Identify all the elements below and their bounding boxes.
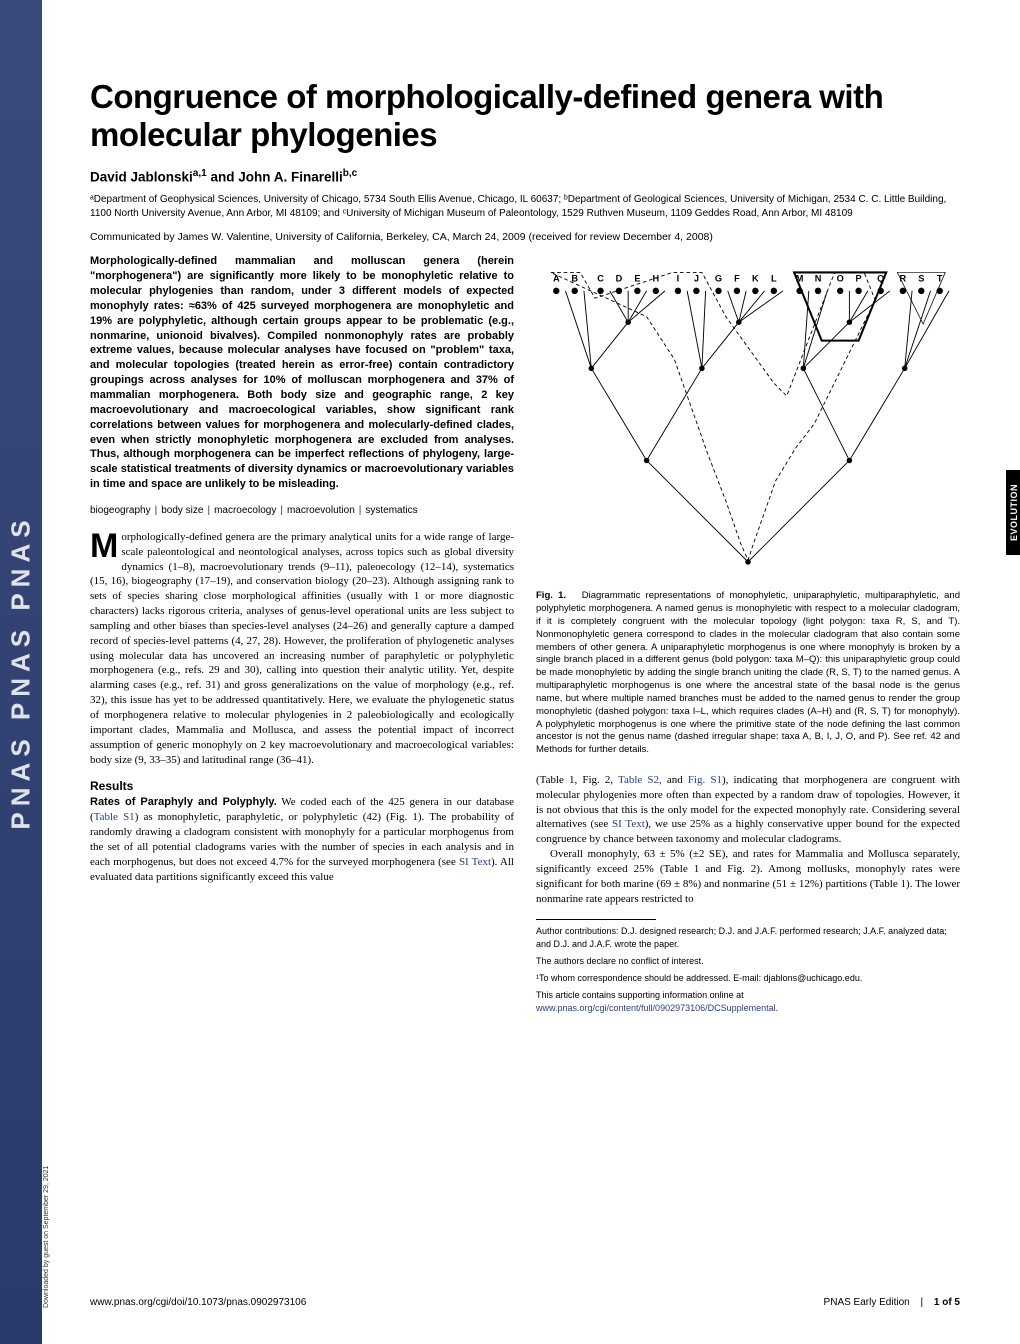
right-col-p1: (Table 1, Fig. 2, Table S2, and Fig. S1)… [536,773,960,847]
keyword: macroevolution [287,505,355,516]
affiliations: ᵃDepartment of Geophysical Sciences, Uni… [90,193,960,220]
author-line: David Jablonskia,1 and John A. Finarelli… [90,168,960,185]
footnotes-block: Author contributions: D.J. designed rese… [536,925,960,1015]
footnote-rule [536,919,656,920]
svg-text:O: O [837,274,844,284]
internal-nodes [589,320,908,565]
link-table-s1[interactable]: Table S1 [94,811,135,823]
figure-1-caption: Fig. 1. Diagrammatic representations of … [536,590,960,757]
svg-text:A: A [553,274,560,284]
footer-pagenum: PNAS Early Edition | 1 of 5 [824,1297,960,1308]
two-column-layout: Morphologically-defined mammalian and mo… [90,254,960,1018]
keyword: macroecology [214,505,276,516]
results-runin-head: Rates of Paraphyly and Polyphyly. [90,796,277,808]
fig1-caption-text: Diagrammatic representations of monophyl… [536,590,960,755]
link-si-url[interactable]: www.pnas.org/cgi/content/full/0902973106… [536,1003,776,1013]
svg-text:N: N [815,274,822,284]
svg-text:D: D [616,274,623,284]
link-fig-s1[interactable]: Fig. S1 [688,774,722,786]
communicated-line: Communicated by James W. Valentine, Univ… [90,231,960,243]
svg-text:I: I [677,274,680,284]
right-column: EVOLUTION [536,254,960,1018]
link-table-s2[interactable]: Table S2, [618,774,662,786]
footer-doi: www.pnas.org/cgi/doi/10.1073/pnas.090297… [90,1297,306,1308]
page-content: Congruence of morphologically-defined ge… [90,78,960,1019]
journal-strip-text: PNAS PNAS PNAS [6,514,37,829]
svg-text:E: E [634,274,640,284]
svg-text:H: H [652,274,659,284]
keyword: biogeography [90,505,151,516]
fn-conflict: The authors declare no conflict of inter… [536,955,960,968]
link-si-text-2[interactable]: SI Text [612,818,645,830]
results-p1: Rates of Paraphyly and Polyphyly. We cod… [90,795,514,884]
article-title: Congruence of morphologically-defined ge… [90,78,960,154]
left-column: Morphologically-defined mammalian and mo… [90,254,514,1018]
download-note: Downloaded by guest on September 29, 202… [43,1166,50,1308]
svg-text:K: K [752,274,759,284]
abstract-text: Morphologically-defined mammalian and mo… [90,254,514,492]
svg-text:J: J [694,274,699,284]
svg-text:C: C [597,274,604,284]
svg-text:P: P [856,274,862,284]
fn-si: This article contains supporting informa… [536,989,960,1015]
svg-text:Q: Q [877,274,884,284]
svg-text:B: B [571,274,578,284]
cladogram-svg: ABCDEHIJGFKLMNOPQRST [536,254,960,584]
svg-text:L: L [771,274,777,284]
fig1-label: Fig. 1. [536,590,566,601]
svg-text:G: G [715,274,722,284]
keywords-line: biogeography|body size|macroecology|macr… [90,505,514,516]
journal-side-strip: PNAS PNAS PNAS [0,0,42,1344]
section-tab-evolution: EVOLUTION [1006,470,1020,555]
svg-text:F: F [734,274,740,284]
svg-text:T: T [937,274,943,284]
svg-text:S: S [918,274,924,284]
intro-text: orphologically-defined genera are the pr… [90,531,514,766]
keyword: systematics [365,505,417,516]
link-si-text-1[interactable]: SI Text [459,856,491,868]
dropcap-letter: M [90,530,121,561]
tree-branches [565,291,948,562]
right-col-p2: Overall monophyly, 63 ± 5% (±2 SE), and … [536,847,960,906]
svg-text:R: R [900,274,907,284]
svg-text:M: M [796,274,804,284]
footer-bar: www.pnas.org/cgi/doi/10.1073/pnas.090297… [90,1297,960,1308]
fn-contrib: Author contributions: D.J. designed rese… [536,925,960,951]
keyword: body size [161,505,203,516]
figure-1-diagram: ABCDEHIJGFKLMNOPQRST [536,254,960,584]
results-heading: Results [90,779,514,793]
polyphyletic-outline [551,273,875,561]
fn-correspondence: ¹To whom correspondence should be addres… [536,972,960,985]
intro-paragraph: Morphologically-defined genera are the p… [90,530,514,768]
